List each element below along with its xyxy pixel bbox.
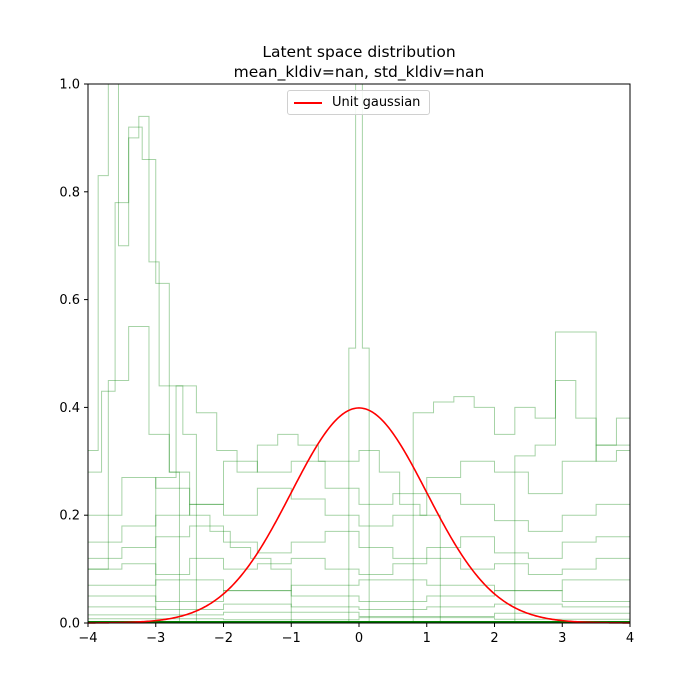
unit-gaussian-curve: [87, 407, 631, 624]
x-tick-label: −3: [146, 631, 165, 646]
x-tick-label: 2: [490, 631, 498, 646]
x-tick-label: 0: [355, 631, 363, 646]
y-tick-label: 0.8: [59, 185, 80, 200]
histogram-16: [87, 617, 631, 623]
histogram-8: [87, 444, 631, 623]
histogram-1: [87, 83, 180, 623]
chart-title-line-1: Latent space distribution: [262, 43, 456, 61]
histogram-10: [87, 525, 631, 623]
histogram-12: [87, 579, 631, 623]
y-tick-label: 0.6: [59, 293, 80, 308]
chart-title-line-2: mean_kldiv=nan, std_kldiv=nan: [233, 63, 485, 81]
legend-swatch-unit-gaussian: [294, 102, 322, 104]
y-tick-label: 0.4: [59, 401, 80, 416]
y-tick-label: 1.0: [59, 78, 80, 93]
histogram-4: [155, 385, 441, 623]
histogram-13: [87, 590, 631, 623]
y-tick-label: 0.0: [59, 617, 80, 632]
histogram-15: [87, 611, 631, 623]
histogram-6: [412, 379, 631, 623]
y-axis: 0.0 0.2 0.4 0.6 0.8 1.0: [59, 78, 88, 632]
x-tick-label: −4: [78, 631, 97, 646]
histogram-3: [87, 326, 292, 623]
legend-label-unit-gaussian: Unit gaussian: [332, 95, 421, 110]
x-tick-label: 1: [423, 631, 431, 646]
chart-title: Latent space distribution mean_kldiv=nan…: [88, 42, 630, 82]
x-tick-label: 4: [626, 631, 634, 646]
x-tick-label: 3: [558, 631, 566, 646]
histogram-11: [87, 557, 631, 623]
histogram-2: [87, 126, 197, 623]
x-axis: −4 −3 −2 −1 0 1 2 3 4: [78, 623, 634, 646]
legend: Unit gaussian: [287, 90, 430, 115]
histogram-9: [87, 487, 631, 623]
y-tick-label: 0.2: [59, 509, 80, 524]
histogram-layer: [87, 83, 631, 623]
x-tick-label: −1: [282, 631, 301, 646]
histogram-14: [87, 603, 631, 623]
x-tick-label: −2: [214, 631, 233, 646]
histogram-7: [514, 331, 631, 623]
